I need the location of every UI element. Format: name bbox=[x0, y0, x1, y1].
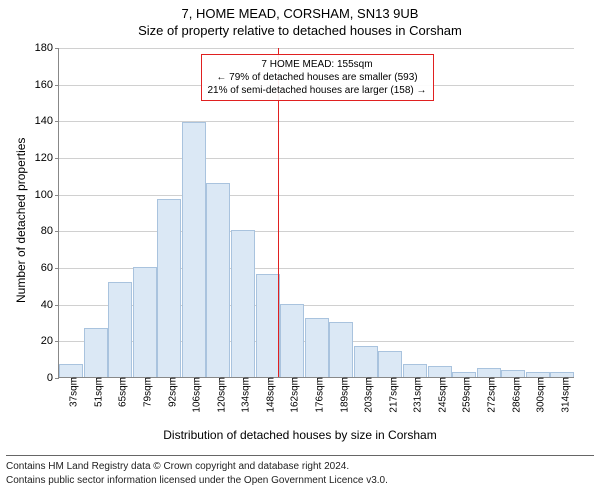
gridline bbox=[59, 231, 574, 232]
xtick-label: 134sqm bbox=[235, 377, 252, 413]
histogram-bar bbox=[280, 304, 304, 377]
gridline bbox=[59, 158, 574, 159]
xtick-label: 300sqm bbox=[530, 377, 547, 413]
xtick-label: 92sqm bbox=[161, 377, 178, 407]
xtick-label: 148sqm bbox=[259, 377, 276, 413]
xtick-label: 65sqm bbox=[112, 377, 129, 407]
xtick-label: 203sqm bbox=[358, 377, 375, 413]
histogram-bar bbox=[206, 183, 230, 377]
xtick-label: 272sqm bbox=[481, 377, 498, 413]
xtick-label: 286sqm bbox=[505, 377, 522, 413]
ytick-label: 120 bbox=[35, 152, 59, 164]
ytick-label: 180 bbox=[35, 42, 59, 54]
annotation-box: 7 HOME MEAD: 155sqm← 79% of detached hou… bbox=[201, 54, 434, 101]
histogram-bar bbox=[477, 368, 501, 377]
histogram-bar bbox=[305, 318, 329, 377]
plot-area: 02040608010012014016018037sqm51sqm65sqm7… bbox=[58, 48, 574, 378]
histogram-bar bbox=[378, 351, 402, 377]
histogram-bar bbox=[133, 267, 157, 377]
annotation-line: ← 79% of detached houses are smaller (59… bbox=[208, 71, 427, 84]
histogram-bar bbox=[501, 370, 525, 377]
xtick-label: 120sqm bbox=[210, 377, 227, 413]
histogram-bar bbox=[59, 364, 83, 377]
histogram-bar bbox=[182, 122, 206, 377]
histogram-bar bbox=[231, 230, 255, 377]
xtick-label: 162sqm bbox=[284, 377, 301, 413]
gridline bbox=[59, 121, 574, 122]
xtick-label: 231sqm bbox=[407, 377, 424, 413]
xtick-label: 217sqm bbox=[382, 377, 399, 413]
gridline bbox=[59, 195, 574, 196]
xtick-label: 51sqm bbox=[87, 377, 104, 407]
ytick-label: 160 bbox=[35, 79, 59, 91]
xtick-label: 79sqm bbox=[137, 377, 154, 407]
ytick-label: 140 bbox=[35, 115, 59, 127]
ytick-label: 80 bbox=[41, 225, 59, 237]
ytick-label: 60 bbox=[41, 262, 59, 274]
histogram-bar bbox=[428, 366, 452, 377]
histogram-bar bbox=[403, 364, 427, 377]
histogram-bar bbox=[354, 346, 378, 377]
footer: Contains HM Land Registry data © Crown c… bbox=[6, 455, 594, 487]
y-axis-label: Number of detached properties bbox=[14, 138, 28, 303]
histogram-bar bbox=[329, 322, 353, 377]
xtick-label: 189sqm bbox=[333, 377, 350, 413]
footer-line-1: Contains HM Land Registry data © Crown c… bbox=[6, 460, 594, 474]
histogram-bar bbox=[108, 282, 132, 377]
histogram-bar bbox=[157, 199, 181, 377]
ytick-label: 100 bbox=[35, 189, 59, 201]
xtick-label: 314sqm bbox=[554, 377, 571, 413]
xtick-label: 245sqm bbox=[431, 377, 448, 413]
xtick-label: 176sqm bbox=[309, 377, 326, 413]
xtick-label: 106sqm bbox=[186, 377, 203, 413]
chart-title: 7, HOME MEAD, CORSHAM, SN13 9UB bbox=[0, 0, 600, 21]
ytick-label: 40 bbox=[41, 299, 59, 311]
xtick-label: 259sqm bbox=[456, 377, 473, 413]
annotation-line: 7 HOME MEAD: 155sqm bbox=[208, 58, 427, 71]
x-axis-label: Distribution of detached houses by size … bbox=[0, 428, 600, 442]
xtick-label: 37sqm bbox=[63, 377, 80, 407]
histogram-bar bbox=[84, 328, 108, 378]
ytick-label: 0 bbox=[47, 372, 59, 384]
footer-line-2: Contains public sector information licen… bbox=[6, 474, 594, 488]
histogram-bar bbox=[256, 274, 280, 377]
annotation-line: 21% of semi-detached houses are larger (… bbox=[208, 84, 427, 97]
chart-subtitle: Size of property relative to detached ho… bbox=[0, 23, 600, 38]
gridline bbox=[59, 48, 574, 49]
ytick-label: 20 bbox=[41, 335, 59, 347]
